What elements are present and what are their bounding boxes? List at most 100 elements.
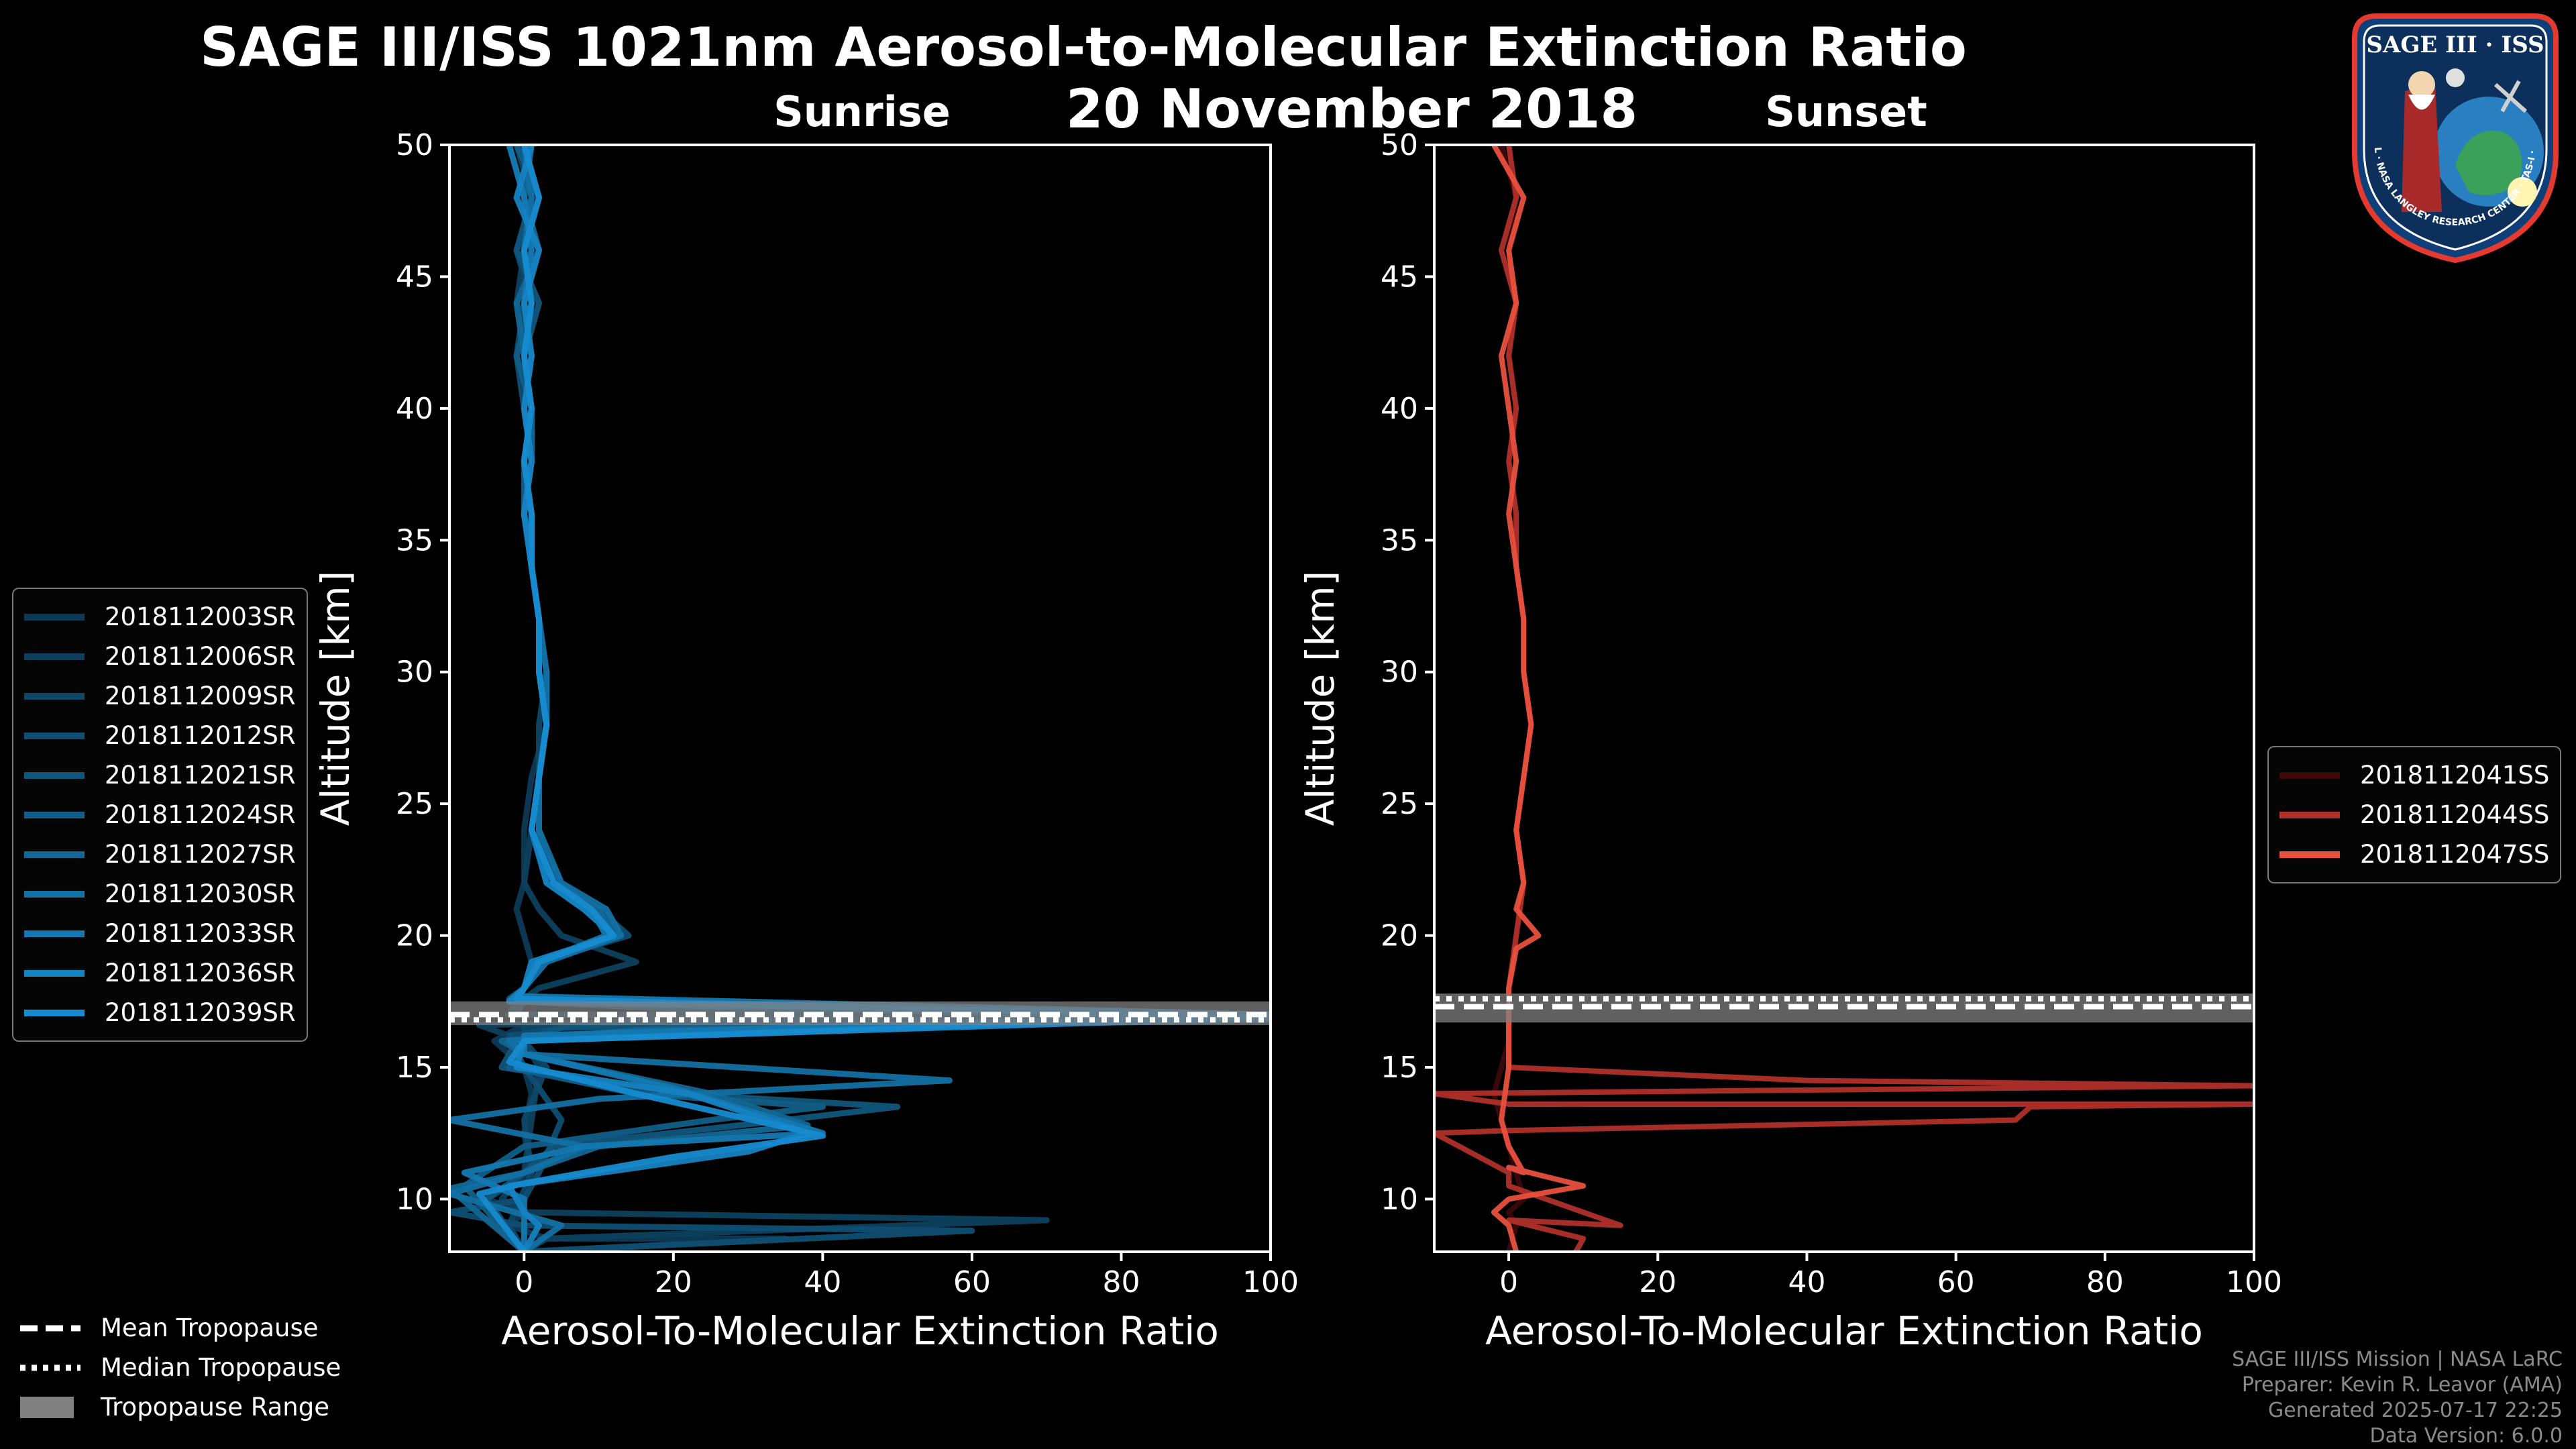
sunset-x-tick-label: 100 xyxy=(2226,1265,2282,1299)
sunrise-y-tick-label: 20 xyxy=(396,919,433,953)
legend-mean-tropopause: Mean Tropopause xyxy=(20,1308,341,1348)
sunset-y-tick-label: 15 xyxy=(1381,1051,1418,1085)
sunrise-legend-label: 2018112027SR xyxy=(105,840,296,869)
sunset-y-tick-label: 35 xyxy=(1381,523,1418,557)
sunrise-x-tick-label: 20 xyxy=(655,1265,692,1299)
sunrise-panel-title: Sunrise xyxy=(773,87,951,136)
badge-title: SAGE III · ISS xyxy=(2366,32,2544,58)
tropopause-legend: Mean Tropopause Median Tropopause Tropop… xyxy=(20,1308,341,1427)
sunrise-legend-label: 2018112033SR xyxy=(105,919,296,948)
sage-iii-iss-mission-badge-icon: SAGE III · ISS BALL · NASA LANGLEY RESEA… xyxy=(2341,11,2559,264)
sunrise-axes-frame xyxy=(448,144,1272,1253)
legend-range-label: Tropopause Range xyxy=(101,1393,330,1421)
sunrise-legend-label: 2018112024SR xyxy=(105,800,296,829)
sunrise-legend-label: 2018112009SR xyxy=(105,682,296,710)
sunset-series-2018112047SS xyxy=(1491,145,1587,1252)
sunrise-legend-item: 2018112024SR xyxy=(24,795,296,835)
sunrise-y-tick-label: 40 xyxy=(396,392,433,426)
sunset-plot-area xyxy=(1434,145,2254,1252)
sunset-legend-label: 2018112047SS xyxy=(2360,840,2550,869)
sunset-x-tick-label: 20 xyxy=(1639,1265,1676,1299)
sunrise-legend-item: 2018112012SR xyxy=(24,716,296,755)
sunset-panel-title: Sunset xyxy=(1765,87,1927,136)
sunrise-legend-swatch xyxy=(24,890,85,898)
sunrise-legend-item: 2018112021SR xyxy=(24,755,296,795)
sunrise-x-tick-label: 0 xyxy=(515,1265,533,1299)
sunset-y-tick-label: 25 xyxy=(1381,787,1418,821)
sunrise-legend-swatch xyxy=(24,771,85,779)
footer-line-4: Data Version: 6.0.0 xyxy=(2369,1424,2563,1448)
sunset-axes-frame xyxy=(1433,144,2255,1253)
sunrise-legend-label: 2018112039SR xyxy=(105,998,296,1027)
sunset-x-tick-label: 0 xyxy=(1499,1265,1518,1299)
sunrise-legend-swatch xyxy=(24,969,85,977)
footer-credits: SAGE III/ISS Mission | NASA LaRC Prepare… xyxy=(2232,1347,2563,1449)
sunrise-plot-area xyxy=(449,145,1271,1252)
sunrise-legend-item: 2018112009SR xyxy=(24,676,296,716)
sunset-legend-swatch xyxy=(2279,771,2340,779)
sunset-legend: 2018112041SS 2018112044SS 2018112047SS xyxy=(2267,746,2562,883)
sunset-legend-label: 2018112041SS xyxy=(2360,761,2550,790)
footer-line-1: SAGE III/ISS Mission | NASA LaRC xyxy=(2232,1348,2563,1371)
sunrise-y-tick-label: 35 xyxy=(396,523,433,557)
sunrise-x-tick-label: 40 xyxy=(804,1265,841,1299)
sunrise-legend-item: 2018112006SR xyxy=(24,637,296,676)
legend-mean-label: Mean Tropopause xyxy=(101,1313,319,1342)
sunrise-legend-label: 2018112003SR xyxy=(105,602,296,631)
sunrise-series-2018112039SR xyxy=(476,145,1271,1252)
sunset-legend-item: 2018112047SS xyxy=(2279,835,2549,874)
sunrise-legend-label: 2018112030SR xyxy=(105,879,296,908)
sunrise-legend-swatch xyxy=(24,692,85,700)
sunset-y-tick-label: 50 xyxy=(1381,128,1418,162)
sunset-legend-item: 2018112041SS xyxy=(2279,755,2549,795)
sunset-plot-background xyxy=(1434,145,2254,1252)
sunset-legend-swatch xyxy=(2279,811,2340,818)
sunset-legend-label: 2018112044SS xyxy=(2360,800,2550,829)
sunset-x-tick-label: 60 xyxy=(1937,1265,1975,1299)
sunrise-y-tick-label: 15 xyxy=(396,1051,433,1085)
sunrise-legend-label: 2018112021SR xyxy=(105,761,296,790)
sunset-y-tick-label: 20 xyxy=(1381,919,1418,953)
sunrise-y-axis-label: Altitude [km] xyxy=(313,571,358,826)
sunset-x-axis-label: Aerosol-To-Molecular Extinction Ratio xyxy=(1485,1308,2203,1354)
sunrise-legend-swatch xyxy=(24,613,85,621)
legend-median-tropopause: Median Tropopause xyxy=(20,1348,341,1387)
sunset-x-tick-label: 40 xyxy=(1788,1265,1825,1299)
legend-median-label: Median Tropopause xyxy=(101,1353,341,1382)
sunset-y-tick-label: 40 xyxy=(1381,392,1418,426)
legend-tropopause-range: Tropopause Range xyxy=(20,1387,341,1427)
sunrise-y-tick-label: 25 xyxy=(396,787,433,821)
sunset-legend-item: 2018112044SS xyxy=(2279,795,2549,835)
sunset-y-tick-label: 45 xyxy=(1381,260,1418,294)
sunrise-x-tick-label: 80 xyxy=(1102,1265,1140,1299)
sunrise-y-tick-label: 45 xyxy=(396,260,433,294)
sunrise-legend-item: 2018112027SR xyxy=(24,835,296,874)
sunrise-legend-item: 2018112003SR xyxy=(24,597,296,637)
sunrise-x-tick-label: 100 xyxy=(1242,1265,1299,1299)
sunset-y-tick-label: 30 xyxy=(1381,655,1418,690)
sunrise-x-axis-label: Aerosol-To-Molecular Extinction Ratio xyxy=(501,1308,1219,1354)
sunrise-legend-label: 2018112036SR xyxy=(105,959,296,987)
sunset-x-tick-label: 80 xyxy=(2086,1265,2124,1299)
sunrise-legend-item: 2018112039SR xyxy=(24,993,296,1032)
chart-subtitle: 20 November 2018 xyxy=(1065,78,1638,140)
chart-title: SAGE III/ISS 1021nm Aerosol-to-Molecular… xyxy=(200,16,1967,78)
sunrise-legend-swatch xyxy=(24,811,85,818)
sunrise-legend-item: 2018112033SR xyxy=(24,914,296,953)
sunrise-legend-swatch xyxy=(24,732,85,739)
sunrise-legend-swatch xyxy=(24,930,85,937)
sunrise-legend-label: 2018112006SR xyxy=(105,642,296,671)
sunrise-legend-label: 2018112012SR xyxy=(105,721,296,750)
sunrise-y-tick-label: 10 xyxy=(396,1182,433,1216)
sunrise-legend-swatch xyxy=(24,653,85,660)
sunset-y-axis-label: Altitude [km] xyxy=(1297,571,1343,826)
sunrise-legend-swatch xyxy=(24,1009,85,1016)
sunrise-legend: 2018112003SR 2018112006SR 2018112009SR 2018… xyxy=(12,588,308,1042)
sunrise-legend-swatch xyxy=(24,851,85,858)
footer-line-2: Preparer: Kevin R. Leavor (AMA) xyxy=(2241,1373,2563,1397)
sunset-y-tick-label: 10 xyxy=(1381,1182,1418,1216)
sunrise-legend-item: 2018112036SR xyxy=(24,953,296,993)
sunrise-y-tick-label: 30 xyxy=(396,655,433,690)
